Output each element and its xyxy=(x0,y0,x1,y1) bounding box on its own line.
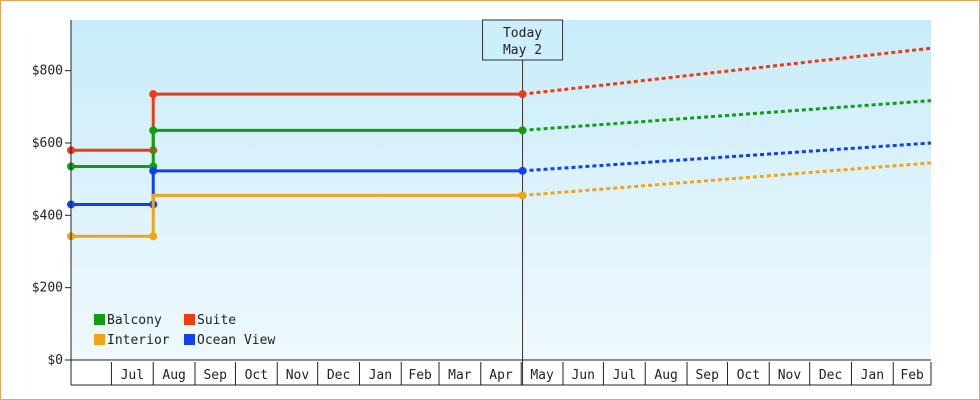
y-tick-label: $600 xyxy=(32,136,63,151)
series-line-suite xyxy=(71,92,523,152)
x-tick-label-month: Aug xyxy=(654,368,677,383)
y-tick-label: $0 xyxy=(47,353,63,368)
x-tick-label-month: Feb xyxy=(900,368,924,383)
series-line-interior xyxy=(71,193,523,238)
data-point-interior[interactable] xyxy=(149,232,158,241)
series-line-balcony xyxy=(71,128,523,168)
x-tick-label-month: Oct xyxy=(245,368,268,383)
legend-swatch-ocean-view xyxy=(184,334,195,345)
data-point-ocean-view[interactable] xyxy=(149,166,158,175)
data-point-suite[interactable] xyxy=(149,90,158,99)
x-tick-label-month: Sep xyxy=(203,368,227,383)
legend: Balcony Suite Interior Ocean View xyxy=(94,313,275,348)
series-forecast-balcony xyxy=(522,99,932,132)
legend-swatch-interior xyxy=(94,334,105,345)
today-date-label: May 2 xyxy=(503,43,542,58)
x-tick-label-month: Nov xyxy=(286,368,310,383)
series-forecast-interior xyxy=(522,161,932,197)
x-tick-label-month: Dec xyxy=(327,368,350,383)
legend-label-ocean-view: Ocean View xyxy=(197,333,275,348)
series-line-ocean-view xyxy=(71,169,523,206)
legend-label-balcony: Balcony xyxy=(107,313,162,328)
y-tick-label: $800 xyxy=(32,64,63,79)
data-point-balcony[interactable] xyxy=(518,126,527,135)
series-forecast-suite xyxy=(522,46,932,96)
data-point-interior[interactable] xyxy=(518,191,527,200)
data-point-ocean-view[interactable] xyxy=(518,166,527,175)
legend-label-suite: Suite xyxy=(197,313,236,328)
legend-swatch-suite xyxy=(184,314,195,325)
x-tick-label-month: Feb xyxy=(408,368,432,383)
x-tick-label-month: Sep xyxy=(695,368,719,383)
x-tick-label-month: Apr xyxy=(489,368,513,383)
x-tick-label-month: Jun xyxy=(571,368,594,383)
x-tick-label-month: Oct xyxy=(737,368,760,383)
x-tick-label-month: Jan xyxy=(369,368,392,383)
data-point-balcony[interactable] xyxy=(149,126,158,135)
x-tick-label-month: Jan xyxy=(861,368,884,383)
series-forecast-ocean-view xyxy=(522,141,932,173)
x-tick-label-month: Jul xyxy=(121,368,144,383)
y-tick-label: $200 xyxy=(32,281,63,296)
data-point-suite[interactable] xyxy=(518,90,527,99)
legend-label-interior: Interior xyxy=(107,333,170,348)
x-tick-label-month: May xyxy=(530,368,554,383)
x-tick-label-month: Aug xyxy=(162,368,185,383)
today-label: Today xyxy=(503,26,542,41)
x-tick-label-month: Jul xyxy=(613,368,636,383)
y-tick-label: $400 xyxy=(32,208,63,223)
x-tick-label-month: Mar xyxy=(448,368,472,383)
x-tick-label-month: Dec xyxy=(819,368,842,383)
today-box xyxy=(482,19,564,61)
plot-background xyxy=(71,20,931,360)
legend-swatch-balcony xyxy=(94,314,105,325)
x-tick-label-month: Nov xyxy=(778,368,802,383)
